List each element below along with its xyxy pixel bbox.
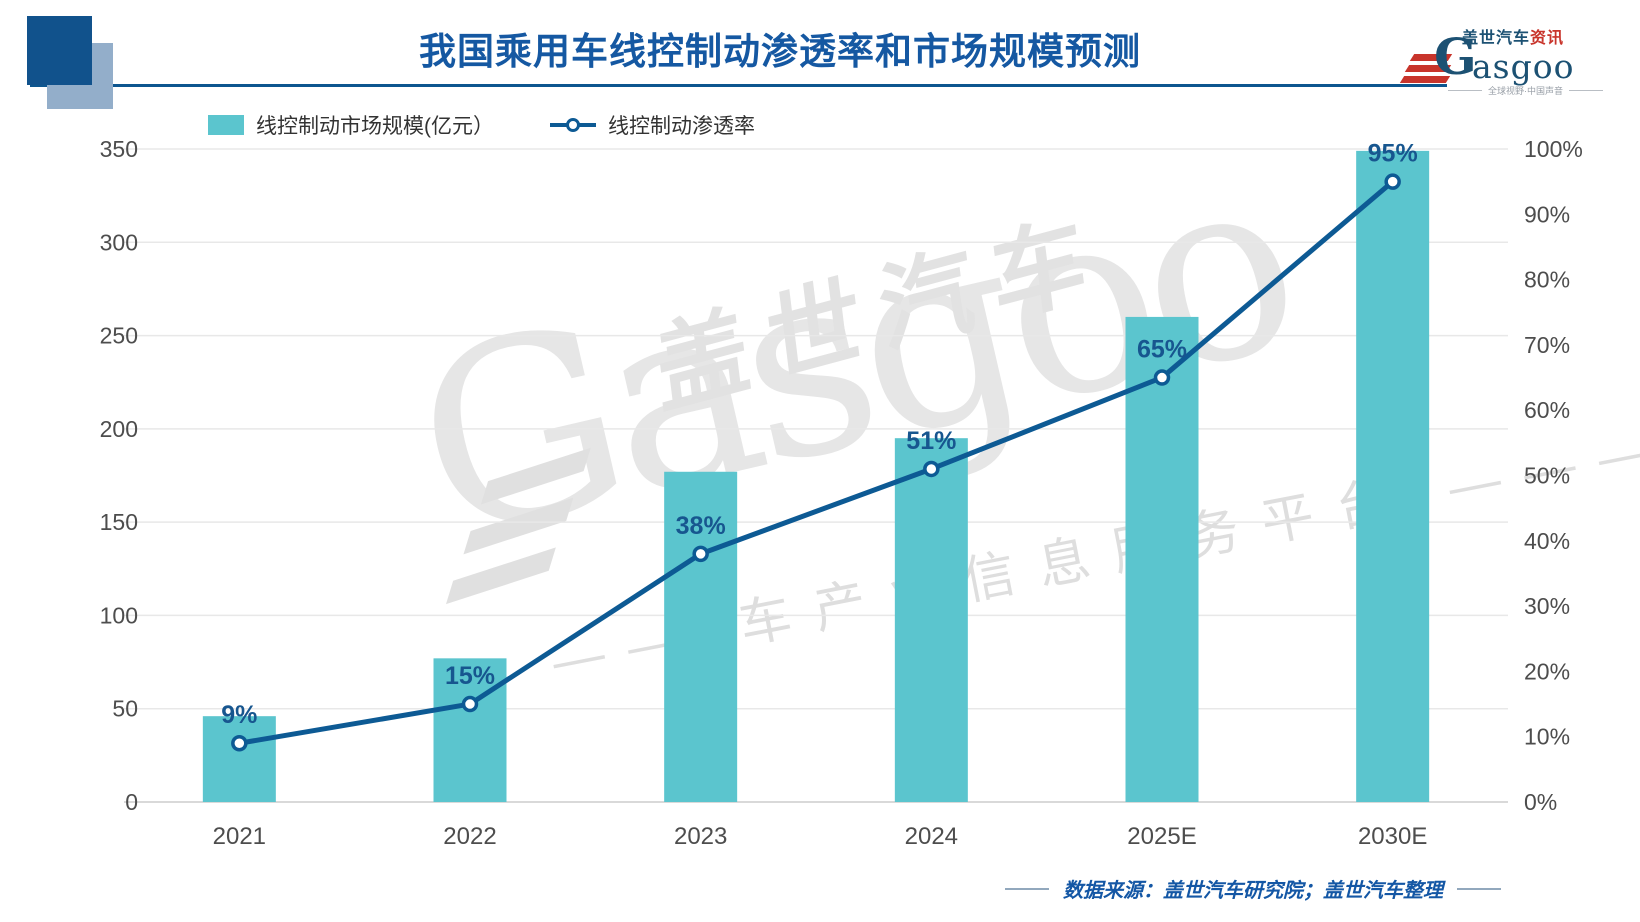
x-axis-category-label: 2022 <box>443 823 496 850</box>
right-axis-tick-label: 40% <box>1524 528 1570 554</box>
penetration-data-label: 9% <box>221 701 257 729</box>
tagline-dash <box>1569 90 1603 91</box>
legend-bar-label: 线控制动市场规模(亿元） <box>256 115 494 138</box>
penetration-data-label: 38% <box>676 512 726 540</box>
legend-line-point <box>566 118 580 132</box>
left-axis-tick-label: 100 <box>100 602 138 628</box>
left-axis-tick-label: 250 <box>100 323 138 349</box>
left-axis-tick-label: 0 <box>125 789 138 815</box>
left-axis-tick-label: 50 <box>112 696 138 722</box>
line-point-marker <box>1153 369 1171 386</box>
data-source-text: 数据来源：盖世汽车研究院；盖世汽车整理 <box>1063 880 1443 902</box>
right-axis-tick-label: 10% <box>1524 724 1570 750</box>
left-axis-tick-label: 200 <box>100 416 138 442</box>
market-size-bar <box>1356 150 1430 802</box>
data-source-row: 数据来源：盖世汽车研究院；盖世汽车整理 <box>1005 874 1501 903</box>
logo-cn-blue: 盖世汽车 <box>1462 30 1531 47</box>
line-point-marker <box>692 545 709 563</box>
bar-series-swatch-icon <box>208 115 244 135</box>
tagline-dash <box>1448 90 1482 91</box>
line-point-marker <box>1384 173 1401 190</box>
legend-line-label: 线控制动渗透率 <box>608 115 755 138</box>
right-axis-tick-label: 100% <box>1524 136 1583 162</box>
logo-tagline: 全球视野·中国声音 <box>1448 84 1603 97</box>
x-axis-category-label: 2024 <box>905 823 958 850</box>
page-title: 我国乘用车线控制动渗透率和市场规模预测 <box>419 31 1141 72</box>
tagline-text: 全球视野·中国声音 <box>1488 86 1563 96</box>
gasgoo-logo: G asgoo 盖世汽车资讯 全球视野·中国声音 <box>1398 24 1608 96</box>
legend-item-market-size: 线控制动市场规模(亿元） <box>208 110 494 140</box>
x-axis-category-label: 2021 <box>213 823 266 850</box>
line-point-marker <box>923 460 940 478</box>
right-axis-tick-label: 20% <box>1524 658 1570 684</box>
legend-item-penetration: 线控制动渗透率 <box>550 110 755 140</box>
market-size-bar <box>202 716 276 802</box>
logo-brand-rest: asgoo <box>1472 47 1575 86</box>
x-axis-category-label: 2023 <box>674 823 727 850</box>
left-axis-tick-label: 350 <box>100 136 138 162</box>
market-size-bar <box>894 438 968 802</box>
penetration-data-label: 51% <box>906 427 956 455</box>
right-axis-tick-label: 0% <box>1524 789 1557 815</box>
left-axis-tick-label: 150 <box>100 509 138 535</box>
line-point-marker <box>461 695 479 713</box>
x-axis-category-label: 2030E <box>1358 823 1427 850</box>
title-underline <box>30 84 1447 87</box>
logo-brand-initial: G <box>1434 27 1477 86</box>
penetration-data-label: 15% <box>445 662 495 690</box>
x-axis-category-label: 2025E <box>1127 823 1196 850</box>
right-axis-tick-label: 70% <box>1524 332 1570 358</box>
penetration-line <box>236 179 1396 746</box>
line-point-marker <box>231 734 248 752</box>
right-axis-tick-label: 80% <box>1524 267 1570 293</box>
decor-square-dark <box>27 16 92 85</box>
right-axis-tick-label: 60% <box>1524 397 1570 423</box>
penetration-data-label: 65% <box>1137 336 1187 364</box>
left-axis-tick-label: 300 <box>100 229 138 255</box>
logo-chinese-name: 盖世汽车资讯 <box>1462 24 1564 48</box>
market-size-bar <box>1125 316 1199 802</box>
market-size-bar <box>664 471 738 802</box>
right-axis-tick-label: 30% <box>1524 593 1570 619</box>
penetration-data-label: 95% <box>1368 140 1418 168</box>
chart-legend: 线控制动市场规模(亿元） 线控制动渗透率 <box>208 110 755 140</box>
line-series-marker-icon <box>550 115 596 135</box>
source-rule-right <box>1457 887 1501 890</box>
market-size-bar <box>433 658 507 802</box>
right-axis-tick-label: 50% <box>1524 463 1570 489</box>
right-axis-tick-label: 90% <box>1524 201 1570 227</box>
logo-cn-red: 资讯 <box>1530 30 1565 47</box>
source-rule-left <box>1005 887 1049 890</box>
